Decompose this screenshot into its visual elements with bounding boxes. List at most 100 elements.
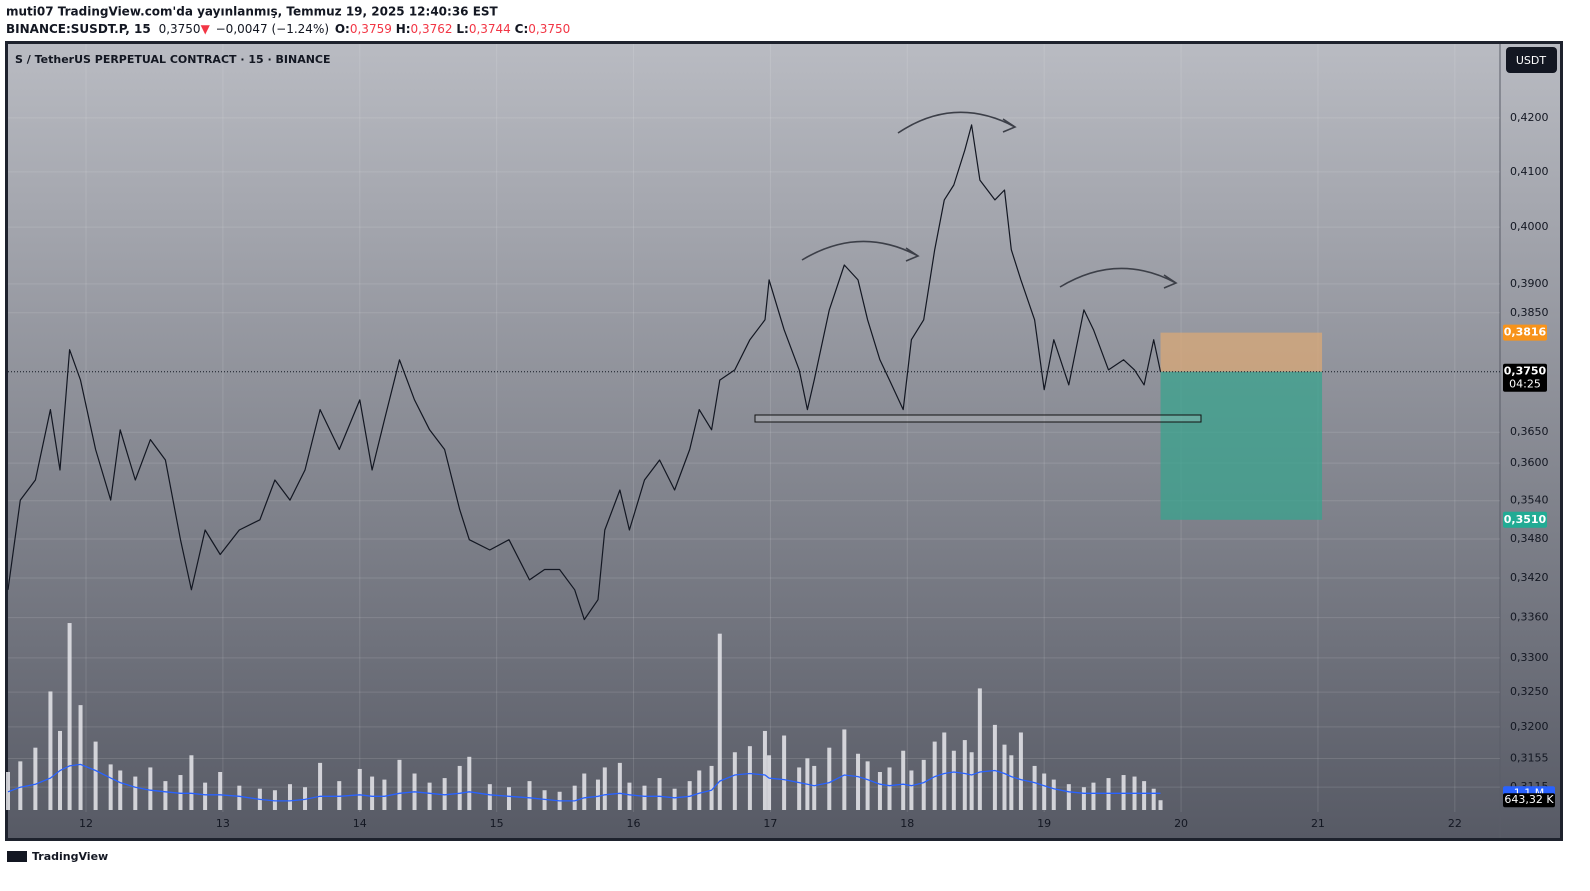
volume-bar	[542, 790, 547, 810]
volume-bar	[148, 767, 153, 810]
volume-bar	[709, 765, 714, 810]
y-tick-label: 0,4100	[1510, 165, 1549, 178]
volume-bar	[397, 759, 402, 810]
x-tick-label: 20	[1174, 817, 1188, 830]
volume-bar	[203, 782, 208, 810]
grid	[8, 44, 1500, 812]
volume-bar	[856, 753, 861, 810]
volume-bar	[865, 761, 870, 810]
volume-bar	[932, 741, 937, 810]
x-tick-label: 16	[627, 817, 641, 830]
volume-ma-line	[7, 763, 1161, 802]
volume-last-badge-label: 643,32 K	[1504, 793, 1554, 806]
volume-bar	[189, 755, 194, 810]
volume-bar	[657, 778, 662, 810]
volume-bar	[797, 767, 802, 810]
volume-bar	[506, 787, 511, 810]
y-tick-label: 0,3650	[1510, 425, 1549, 438]
volume-bar	[218, 772, 223, 810]
volume-bar	[467, 756, 472, 810]
footer-logo: TradingView	[7, 850, 108, 863]
volume-bar	[877, 772, 882, 810]
volume-bar	[1002, 744, 1007, 810]
chart-legend: S / TetherUS PERPETUAL CONTRACT · 15 · B…	[15, 53, 331, 66]
volume-bar	[687, 781, 692, 810]
price-line	[7, 124, 1162, 621]
volume-bar	[1009, 755, 1014, 810]
last: 0,3750	[159, 22, 201, 36]
y-tick-label: 0,3480	[1510, 532, 1549, 545]
volume-bar	[602, 767, 607, 810]
volume-bar	[133, 776, 138, 810]
volume-bar	[582, 773, 587, 810]
volume-bar	[527, 781, 532, 810]
volume-bar	[672, 788, 677, 810]
volume-bar	[237, 785, 242, 810]
volume-bar	[1051, 779, 1056, 810]
volume-bar	[942, 732, 947, 810]
volume-bar	[67, 623, 72, 810]
arrows	[801, 111, 1178, 289]
volume-bar	[1158, 800, 1163, 810]
volume-bar	[909, 770, 914, 810]
x-tick-label: 22	[1448, 817, 1462, 830]
target-badge-label: 0,3510	[1504, 513, 1547, 526]
volume-bar	[287, 784, 292, 810]
volume-bar	[427, 782, 432, 810]
volume-bar	[827, 747, 832, 810]
volume-bar	[977, 688, 982, 810]
volume-bar	[747, 746, 752, 810]
volume-last-badge	[1503, 793, 1555, 808]
y-tick-label: 0,4200	[1510, 111, 1549, 124]
x-tick-label: 18	[900, 817, 914, 830]
y-tick-label: 0,3250	[1510, 685, 1549, 698]
volume-bar	[1142, 781, 1147, 810]
reward-zone	[1160, 371, 1323, 520]
volume-bar	[442, 778, 447, 810]
support-zone	[754, 414, 1202, 423]
volume-bar	[33, 747, 38, 810]
x-tick-label: 19	[1037, 817, 1051, 830]
logo-mark	[7, 851, 27, 862]
volume-bar	[887, 767, 892, 810]
c-label: C:	[515, 22, 529, 36]
y-tick-label: 0,3600	[1510, 456, 1549, 469]
countdown: 04:25	[1509, 378, 1541, 391]
arrow-2	[801, 240, 920, 262]
arrow-1	[897, 111, 1017, 134]
y-tick-label: 0,3850	[1510, 306, 1549, 319]
volume-bar	[969, 752, 974, 810]
price-pane	[7, 124, 1500, 621]
x-tick-label: 13	[216, 817, 230, 830]
arrow-3	[1059, 267, 1178, 289]
h-value: 0,3762	[411, 22, 453, 36]
risk-zone	[1160, 332, 1323, 372]
volume-bar	[1018, 732, 1023, 810]
volume-pane	[6, 623, 1163, 810]
volume-bar	[337, 781, 342, 810]
volume-bar	[78, 705, 83, 810]
volume-bar	[572, 785, 577, 810]
volume-bar	[303, 787, 308, 810]
currency-button[interactable]	[1506, 47, 1557, 73]
x-tick-label: 17	[763, 817, 777, 830]
volume-bar	[617, 762, 622, 810]
stop-badge	[1503, 324, 1547, 341]
logo-text: TradingView	[32, 850, 108, 863]
volume-bar	[732, 752, 737, 810]
volume-bar	[1151, 788, 1156, 810]
volume-bar	[118, 770, 123, 810]
volume-bar	[370, 776, 375, 810]
y-tick-label: 0,3155	[1510, 752, 1549, 765]
volume-bar	[962, 740, 967, 810]
volume-bar	[1091, 782, 1096, 810]
ohlc-line: BINANCE:SUSDT.P, 15 0,3750▼ −0,0047 (−1.…	[6, 22, 570, 36]
currency-label[interactable]: USDT	[1516, 54, 1547, 67]
volume-bar	[457, 765, 462, 810]
volume-bar	[697, 770, 702, 810]
volume-bar	[6, 772, 10, 810]
volume-bar	[595, 779, 600, 810]
volume-bar	[627, 782, 632, 810]
publish-info: muti07 TradingView.com'da yayınlanmış, T…	[6, 5, 499, 19]
